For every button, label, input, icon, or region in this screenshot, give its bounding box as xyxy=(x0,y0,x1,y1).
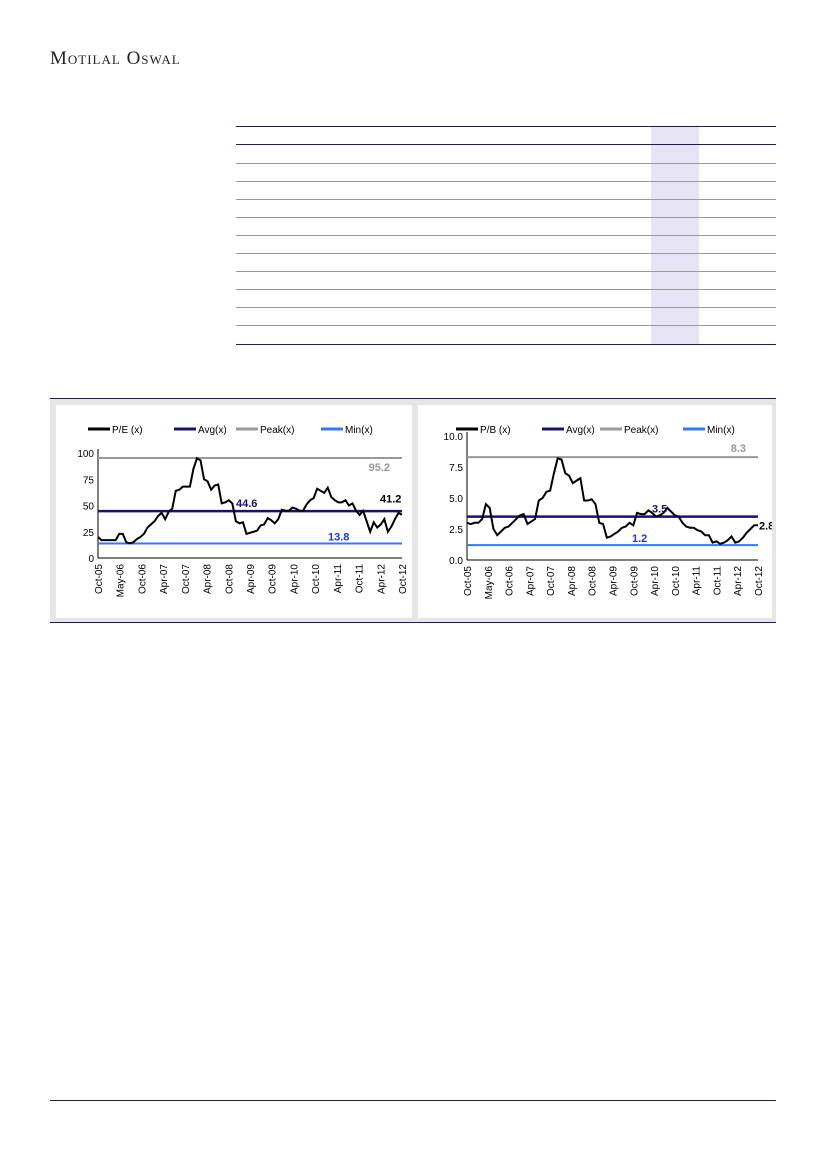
legend-label: P/E (x) xyxy=(112,425,143,436)
x-tick-label: Apr-08 xyxy=(203,564,214,594)
table-row xyxy=(236,325,776,326)
table-bottom-rule xyxy=(236,344,776,345)
table-top-rule xyxy=(236,126,776,127)
table-row xyxy=(236,271,776,272)
x-tick-label: Oct-07 xyxy=(181,564,192,594)
x-tick-label: Apr-11 xyxy=(333,564,344,594)
y-tick-label: 2.5 xyxy=(449,525,463,536)
table-header-rule xyxy=(236,144,776,145)
last-value-label: 41.2 xyxy=(380,494,401,506)
legend-label: Peak(x) xyxy=(260,425,294,436)
legend-label: P/B (x) xyxy=(480,425,511,436)
table-row xyxy=(236,181,776,182)
avg-label: 3.5 xyxy=(652,504,667,516)
y-tick-label: 75 xyxy=(83,475,95,486)
x-tick-label: Oct-12 xyxy=(398,564,409,594)
chart-top-rule xyxy=(50,398,776,399)
peak-label: 95.2 xyxy=(369,462,390,474)
footer-rule xyxy=(50,1100,776,1101)
x-tick-label: Oct-10 xyxy=(311,564,322,594)
avg-label: 44.6 xyxy=(236,498,257,510)
x-tick-label: Oct-10 xyxy=(671,566,682,596)
y-tick-label: 50 xyxy=(83,502,95,513)
y-tick-label: 100 xyxy=(77,449,94,460)
pb-chart-panel: P/B (x) Avg(x) Peak(x) Min(x) 0.0 2.5 5.0 7.5 10… xyxy=(414,399,776,622)
x-tick-label: Oct-08 xyxy=(588,566,599,596)
y-tick-label: 7.5 xyxy=(449,463,463,474)
x-tick-label: Apr-12 xyxy=(376,564,387,594)
table-row xyxy=(236,217,776,218)
pb-chart: P/B (x) Avg(x) Peak(x) Min(x) 0.0 2.5 5.0 7.5 10… xyxy=(418,405,772,618)
y-tick-label: 10.0 xyxy=(444,432,464,443)
x-tick-label: Oct-07 xyxy=(546,566,557,596)
min-label: 13.8 xyxy=(328,532,349,544)
brand-logo: Motilal Oswal xyxy=(50,48,181,69)
x-tick-label: Oct-05 xyxy=(463,566,474,596)
x-tick-label: May-06 xyxy=(116,564,127,598)
x-tick-label: May-06 xyxy=(484,566,495,600)
x-tick-label: Oct-08 xyxy=(224,564,235,594)
x-tick-label: Apr-08 xyxy=(567,566,578,596)
x-tick-label: Apr-10 xyxy=(289,564,300,594)
x-tick-label: Apr-11 xyxy=(692,566,703,596)
last-value-label: 2.8 xyxy=(759,520,772,532)
x-tick-label: Oct-11 xyxy=(712,566,723,596)
legend-label: Min(x) xyxy=(707,425,735,436)
table-row xyxy=(236,163,776,164)
legend-label: Min(x) xyxy=(345,425,373,436)
x-tick-label: Oct-09 xyxy=(268,564,279,594)
x-tick-label: Oct-12 xyxy=(754,566,765,596)
series-line xyxy=(97,456,403,545)
table-row xyxy=(236,253,776,254)
x-tick-label: Apr-09 xyxy=(609,566,620,596)
table-row xyxy=(236,235,776,236)
x-tick-label: Oct-05 xyxy=(94,564,105,594)
x-tick-label: Apr-07 xyxy=(159,564,170,594)
x-tick-label: Oct-06 xyxy=(137,564,148,594)
y-tick-label: 5.0 xyxy=(449,494,463,505)
y-tick-label: 0 xyxy=(88,554,94,565)
x-tick-label: Oct-06 xyxy=(505,566,516,596)
min-label: 1.2 xyxy=(632,533,647,545)
x-tick-label: Apr-09 xyxy=(246,564,257,594)
table-row xyxy=(236,307,776,308)
legend-label: Avg(x) xyxy=(198,425,227,436)
series-line xyxy=(466,457,758,545)
x-tick-label: Apr-07 xyxy=(525,566,536,596)
table-row xyxy=(236,199,776,200)
y-tick-label: 25 xyxy=(83,528,95,539)
pe-chart: P/E (x) Avg(x) Peak(x) Min(x) 0 25 50 75 100 Oct-… xyxy=(56,405,412,618)
x-tick-label: Oct-11 xyxy=(355,564,366,594)
legend-label: Avg(x) xyxy=(566,425,595,436)
table-row xyxy=(236,289,776,290)
chart-bottom-rule xyxy=(50,622,776,623)
legend-label: Peak(x) xyxy=(624,425,658,436)
x-tick-label: Apr-12 xyxy=(733,566,744,596)
x-tick-label: Oct-09 xyxy=(629,566,640,596)
peak-label: 8.3 xyxy=(731,443,746,455)
pe-chart-panel: P/E (x) Avg(x) Peak(x) Min(x) 0 25 50 75 100 Oct-… xyxy=(50,399,414,622)
x-tick-label: Apr-10 xyxy=(650,566,661,596)
y-tick-label: 0.0 xyxy=(449,556,463,567)
